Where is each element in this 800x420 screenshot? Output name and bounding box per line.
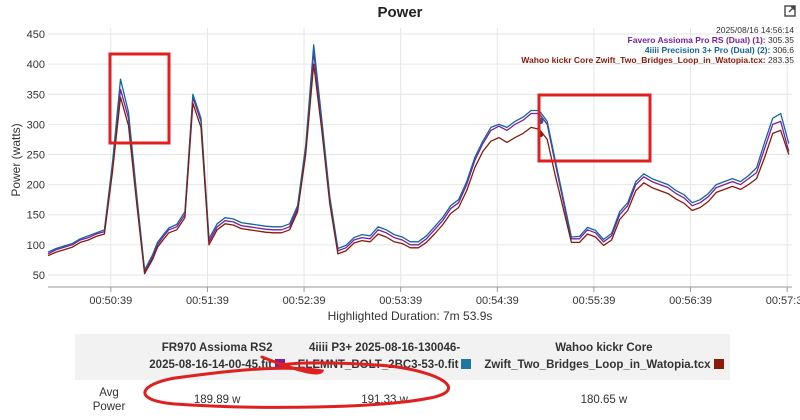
tooltip-entry: 4iiii Precision 3+ Pro (Dual) (2): 306.6: [521, 45, 794, 55]
row-label-line2: Power: [92, 401, 126, 413]
expand-icon[interactable]: [784, 5, 796, 17]
summary-row-label: Avg Power: [75, 380, 143, 420]
series-line-2: [47, 44, 790, 271]
summary-header-cell: FR970 Assioma RS2 2025-08-16-14-00-45.fi…: [143, 334, 292, 380]
hover-marker-2: [538, 117, 544, 123]
x-axis-title: Highlighted Duration: 7m 53.9s: [328, 309, 493, 323]
tooltip-entry: Favero Assioma Pro RS (Dual) (1): 305.35: [521, 35, 794, 45]
summary-value-cell: 180.65 w: [580, 394, 628, 406]
summary-header-empty: [75, 334, 143, 380]
legend-swatch: [713, 359, 724, 369]
legend-swatch: [461, 359, 472, 369]
summary-value-row: Avg Power 189.89 w 191.33 w 180.65 w: [75, 380, 730, 420]
series-line-1: [47, 51, 790, 273]
x-tick-label: 00:52:39: [283, 295, 326, 307]
summary-value-cell: 191.33 w: [361, 394, 408, 406]
series-lines: [47, 44, 790, 275]
tooltip-timestamp: 2025/08/16 14:56:14: [716, 25, 794, 35]
x-tick-label: 00:57:39: [766, 295, 800, 307]
tooltip-entry-value: 306.6: [772, 45, 794, 55]
summary-header-cell: 4iiii P3+ 2025-08-16-130046- ELEMNT_BOLT…: [291, 334, 478, 380]
row-label-line1: Avg: [99, 387, 119, 399]
x-tick-label: 00:51:39: [186, 295, 229, 307]
hover-marker-3: [538, 131, 544, 138]
y-tick-label: 100: [27, 240, 45, 252]
series-line-3: [47, 63, 790, 275]
tooltip-entry: Wahoo kickr Core Zwift_Two_Bridges_Loop_…: [521, 55, 794, 65]
y-tick-label: 250: [27, 149, 45, 161]
summary-header-line1: Wahoo kickr Core: [555, 342, 653, 354]
y-tick-label: 150: [27, 210, 45, 222]
tooltip-entry-name: Favero Assioma Pro RS (Dual) (1):: [627, 35, 766, 45]
y-tick-label: 400: [27, 59, 45, 71]
x-tick-label: 00:50:39: [89, 295, 132, 307]
x-tick-label: 00:56:39: [669, 295, 712, 307]
chart-title: Power: [377, 4, 423, 21]
y-axis-title: Power (watts): [9, 123, 23, 196]
y-tick-label: 350: [27, 89, 45, 101]
summary-header-line1: 4iiii P3+ 2025-08-16-130046-: [308, 342, 461, 354]
summary-header-line2: ELEMNT_BOLT_2BC3-53-0.fit: [297, 359, 459, 371]
x-tick-label: 00:53:39: [379, 295, 422, 307]
summary-header-line2: Zwift_Two_Bridges_Loop_in_Watopia.tcx: [484, 359, 711, 371]
y-tick-label: 50: [33, 270, 45, 282]
y-tick-label: 450: [27, 29, 45, 41]
summary-table: FR970 Assioma RS2 2025-08-16-14-00-45.fi…: [75, 334, 730, 420]
summary-header-cell: Wahoo kickr Core Zwift_Two_Bridges_Loop_…: [477, 334, 730, 380]
y-tick-label: 300: [27, 119, 45, 131]
power-chart: 50 100 150 200 250 300 350 400 450 00:50:39 00:51…: [9, 28, 800, 323]
x-axis-ticks: 00:50:39 00:51:39 00:52:39 00:53:39 00:54:39…: [89, 287, 800, 307]
hover-tooltip: 2025/08/16 14:56:14 Favero Assioma Pro R…: [521, 25, 794, 65]
hover-markers: [538, 117, 544, 138]
tooltip-entry-name: Wahoo kickr Core Zwift_Two_Bridges_Loop_…: [521, 55, 766, 65]
summary-header-row: FR970 Assioma RS2 2025-08-16-14-00-45.fi…: [75, 334, 730, 380]
summary-header-line2: 2025-08-16-14-00-45.fit: [149, 359, 273, 371]
summary-value-cell: 189.89 w: [193, 394, 241, 406]
tooltip-entry-name: 4iiii Precision 3+ Pro (Dual) (2):: [644, 45, 771, 55]
y-tick-label: 200: [27, 180, 45, 192]
summary-header-line1: FR970 Assioma RS2: [161, 342, 273, 354]
legend-swatch: [275, 359, 286, 369]
grid-lines: [48, 28, 792, 287]
tooltip-entry-value: 283.35: [768, 55, 794, 65]
x-tick-label: 00:54:39: [476, 295, 519, 307]
y-axis-ticks: 50 100 150 200 250 300 350 400 450: [27, 29, 45, 282]
x-tick-label: 00:55:39: [573, 295, 616, 307]
tooltip-entry-value: 305.35: [768, 35, 794, 45]
